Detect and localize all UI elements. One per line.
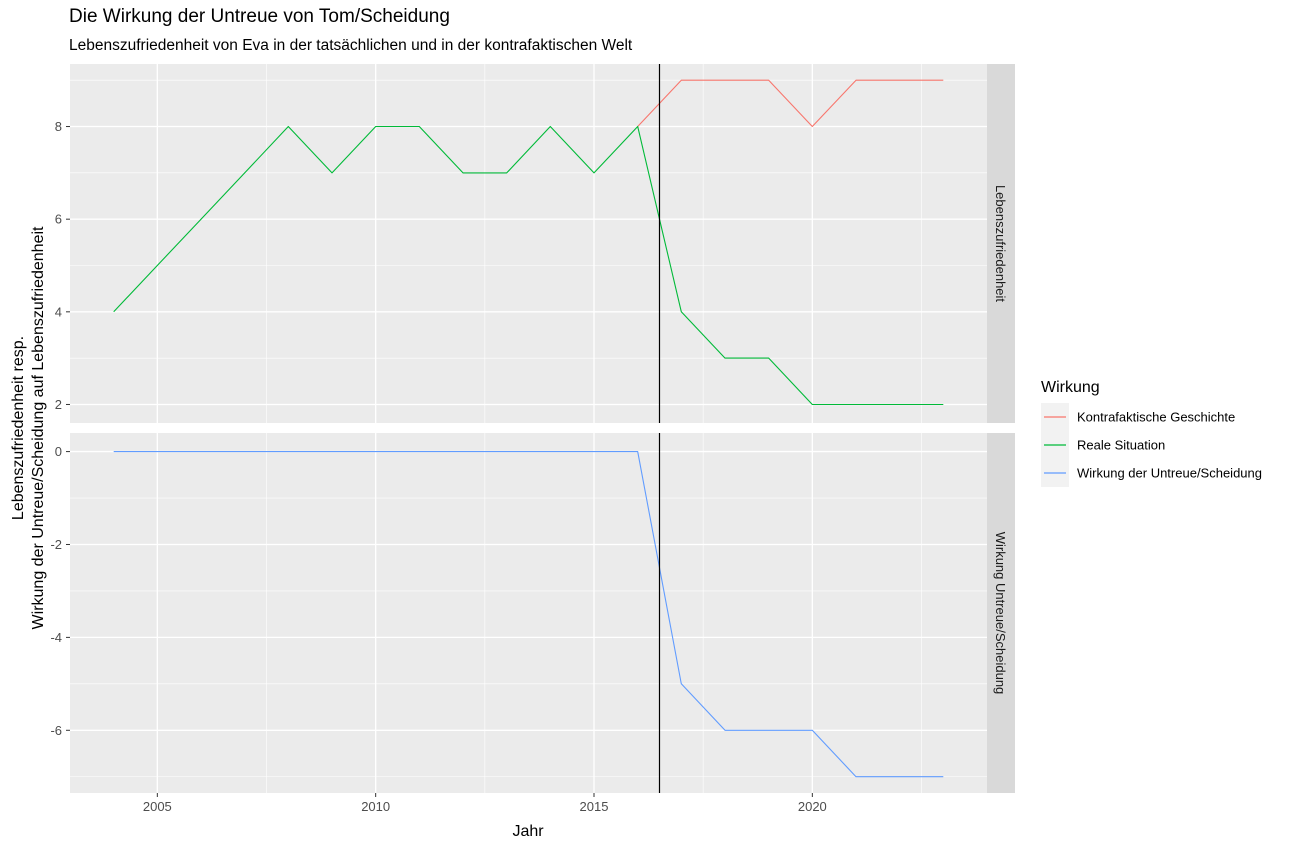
y-tick-label: -6 — [50, 723, 62, 738]
facet-strip-label: Wirkung Untreue/Scheidung — [993, 532, 1008, 695]
legend-label: Wirkung der Untreue/Scheidung — [1077, 466, 1262, 481]
legend-title: Wirkung — [1041, 379, 1100, 396]
legend-label: Reale Situation — [1077, 438, 1165, 453]
y-tick-label: 8 — [55, 119, 62, 134]
panel-1: 2 4 6 8 Lebenszufriedenheit — [55, 64, 1015, 423]
y-axis-title-line-2: Wirkung der Untreue/Scheidung auf Lebens… — [30, 226, 47, 629]
chart-panels: 2 4 6 8 Lebenszufriedenheit 0 -2 -4 -6 Wirkung Un… — [50, 64, 1015, 793]
legend-item: Wirkung der Untreue/Scheidung — [1041, 459, 1262, 487]
x-tick-label: 2020 — [798, 799, 827, 814]
facet-strip — [987, 64, 1015, 423]
y-axis-title-line-1: Lebenszufriedenheit resp. — [10, 336, 27, 520]
x-axis: 2005 2010 2015 2020 — [143, 793, 827, 814]
panel-background — [70, 64, 987, 423]
panel-background — [70, 433, 987, 793]
chart-title: Die Wirkung der Untreue von Tom/Scheidun… — [69, 6, 450, 27]
facet-strip — [987, 433, 1015, 793]
panel-2: 0 -2 -4 -6 Wirkung Untreue/Scheidung — [50, 433, 1015, 793]
y-tick-label: 4 — [55, 304, 62, 319]
y-tick-label: 6 — [55, 212, 62, 227]
legend-keys: Kontrafaktische Geschichte Reale Situatio… — [1041, 403, 1262, 487]
x-tick-label: 2005 — [143, 799, 172, 814]
y-tick-label: 2 — [55, 397, 62, 412]
series-line — [113, 125, 944, 406]
series-line — [637, 79, 944, 128]
series-line — [113, 451, 944, 778]
facet-strip-label: Lebenszufriedenheit — [993, 185, 1008, 302]
chart-subtitle: Lebenszufriedenheit von Eva in der tatsä… — [69, 37, 633, 54]
legend-label: Kontrafaktische Geschichte — [1077, 410, 1235, 425]
legend: Wirkung Kontrafaktische Geschichte Reale … — [1041, 379, 1262, 487]
x-tick-label: 2010 — [361, 799, 390, 814]
x-tick-label: 2015 — [580, 799, 609, 814]
y-tick-label: -2 — [50, 537, 62, 552]
y-tick-label: 0 — [55, 444, 62, 459]
legend-item: Kontrafaktische Geschichte — [1041, 403, 1235, 431]
x-axis-title: Jahr — [512, 823, 544, 840]
y-tick-label: -4 — [50, 630, 62, 645]
legend-item: Reale Situation — [1041, 431, 1165, 459]
